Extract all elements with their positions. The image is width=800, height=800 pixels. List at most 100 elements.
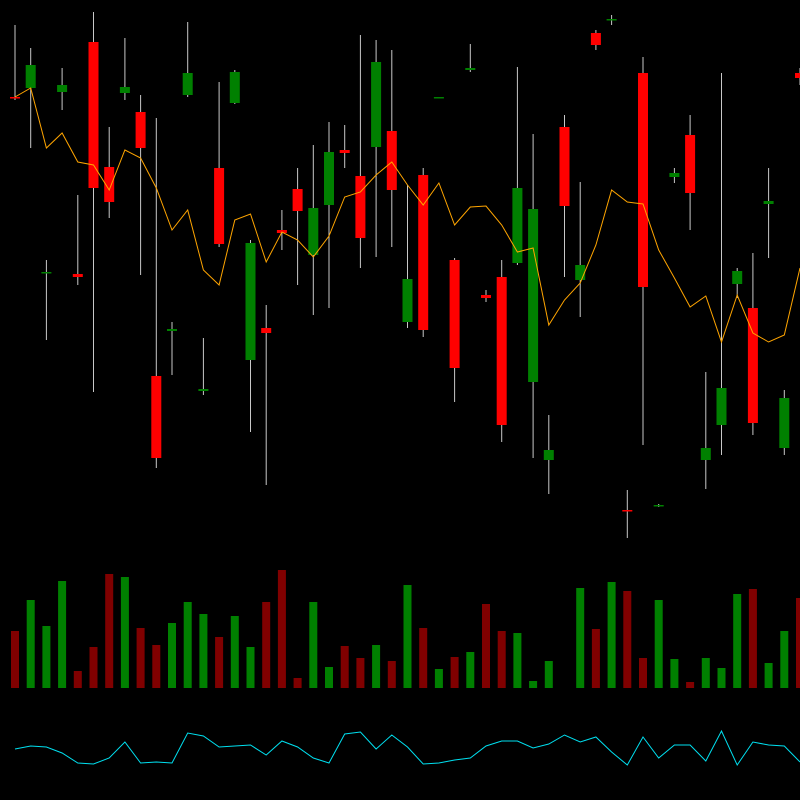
candle-body xyxy=(543,450,554,460)
volume-bar xyxy=(670,659,679,688)
volume-bar xyxy=(340,646,349,688)
candle-body xyxy=(732,271,743,284)
candle-body xyxy=(151,376,162,458)
candle-body xyxy=(606,19,617,21)
volume-bar xyxy=(576,588,585,688)
volume-bar xyxy=(277,570,286,688)
volume-bar xyxy=(623,591,632,688)
volume-bar xyxy=(11,631,19,688)
volume-bar xyxy=(733,594,742,688)
volume-bar xyxy=(105,574,114,688)
volume-bar xyxy=(293,678,302,688)
candle-body xyxy=(418,175,429,330)
candle-body xyxy=(135,112,146,148)
volume-bar xyxy=(89,647,98,688)
volume-bar xyxy=(168,623,176,688)
candle-body xyxy=(638,73,648,287)
volume-bar xyxy=(403,585,412,688)
volume-bar xyxy=(529,681,538,688)
candle-body xyxy=(371,62,382,147)
volume-bar xyxy=(26,600,35,688)
candle-body xyxy=(182,73,193,95)
volume-bar xyxy=(607,582,616,688)
indicator-line xyxy=(14,729,800,767)
candle-body xyxy=(747,308,758,423)
candle-body xyxy=(104,167,115,202)
volume-bar xyxy=(654,600,663,688)
volume-bar xyxy=(780,631,789,688)
candle-body xyxy=(167,329,177,331)
volume-bar xyxy=(309,602,318,688)
candle-body xyxy=(528,209,539,382)
candle-body xyxy=(795,73,800,78)
candle-body xyxy=(355,176,366,238)
candle-body xyxy=(512,188,523,263)
volume-bar xyxy=(262,602,271,688)
volume-bar xyxy=(434,669,443,688)
candle-body xyxy=(10,97,20,99)
candle-body xyxy=(779,398,790,448)
candle-body xyxy=(575,265,586,280)
volume-bar xyxy=(482,604,490,688)
candle-body xyxy=(402,279,413,322)
volume-bar xyxy=(246,647,255,688)
candle-body xyxy=(324,152,334,205)
volume-bar xyxy=(764,663,773,688)
candle-body xyxy=(465,68,476,70)
volume-bar xyxy=(717,668,726,688)
candle-body xyxy=(622,510,633,512)
candle-body xyxy=(763,201,774,204)
volume-bar xyxy=(42,626,51,688)
candle-body xyxy=(590,33,601,45)
candle-body xyxy=(119,87,130,93)
candle-body xyxy=(41,272,52,274)
candle-body xyxy=(25,65,36,88)
candle-body xyxy=(685,135,696,193)
volume-bar xyxy=(419,628,428,688)
volume-bar xyxy=(73,671,82,688)
candle-body xyxy=(214,168,225,244)
volume-bar xyxy=(796,598,800,688)
volume-bar xyxy=(701,658,710,688)
volume-bar xyxy=(136,628,145,688)
candle-body xyxy=(261,328,272,333)
candle-body xyxy=(308,208,319,255)
volume-bar xyxy=(152,645,161,688)
volume-bar xyxy=(199,614,208,688)
volume-bar xyxy=(544,661,553,688)
candle-body xyxy=(245,243,256,360)
candle-body xyxy=(339,150,350,153)
volume-bar xyxy=(230,616,239,688)
candle-body xyxy=(653,505,664,507)
volume-bar xyxy=(215,637,224,688)
volume-bar xyxy=(686,682,695,688)
candle-body xyxy=(481,295,491,298)
volume-bar xyxy=(466,652,475,688)
volume-bar xyxy=(372,645,381,688)
volume-bar xyxy=(591,629,600,688)
volume-bar xyxy=(387,661,396,688)
candle-body xyxy=(700,448,711,460)
candle-body xyxy=(292,189,303,211)
candle-body xyxy=(229,72,240,103)
moving-average-line xyxy=(14,87,800,344)
candle-body xyxy=(669,173,680,177)
volume-bar xyxy=(497,631,506,688)
volume-bar xyxy=(58,581,67,688)
candle-body xyxy=(57,85,68,92)
volume-bar xyxy=(450,657,459,688)
candle-body xyxy=(72,274,83,277)
candle-body xyxy=(88,42,99,188)
candle-body xyxy=(716,388,727,425)
candle-body xyxy=(386,131,397,190)
volume-bar xyxy=(325,667,333,688)
volume-bar xyxy=(748,589,757,688)
candle-body xyxy=(496,277,507,425)
volume-bar xyxy=(183,602,192,688)
candle-body xyxy=(449,260,460,368)
volume-bar xyxy=(356,658,365,688)
volume-bar xyxy=(639,658,647,688)
volume-bar xyxy=(513,633,522,688)
